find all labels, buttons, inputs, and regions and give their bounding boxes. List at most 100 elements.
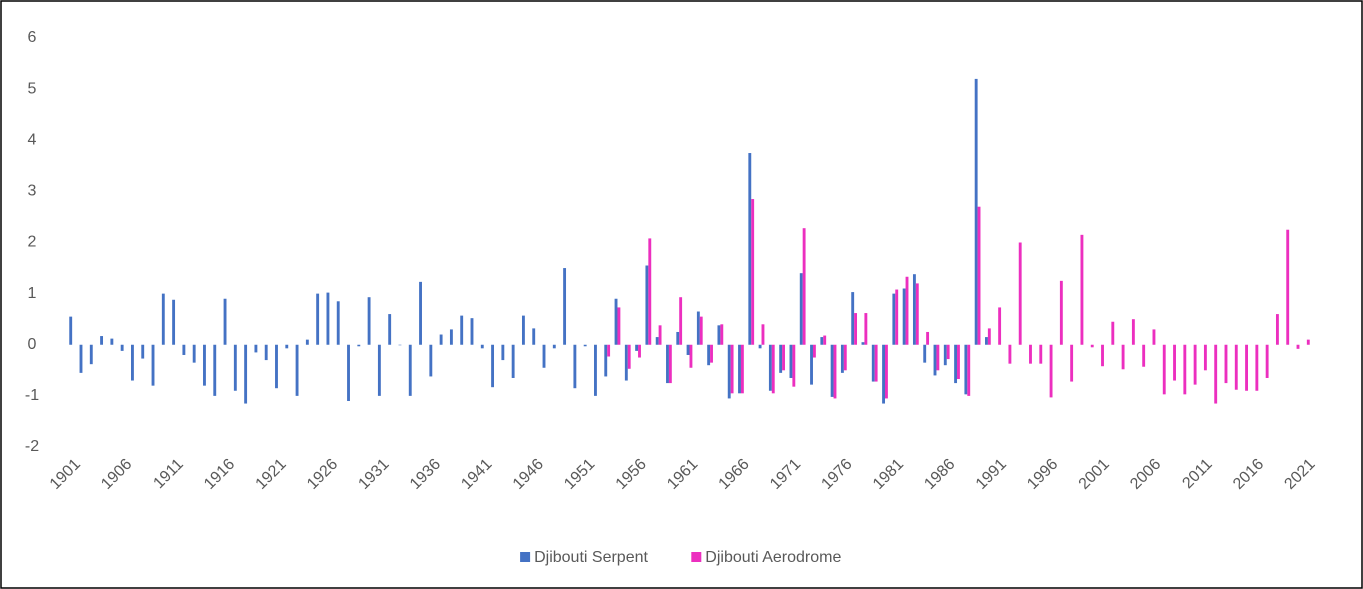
x-tick-label: 1991 — [973, 456, 1010, 493]
bar — [717, 325, 721, 345]
bar — [408, 344, 412, 396]
x-tick-label: 1926 — [304, 456, 341, 493]
bar — [275, 344, 278, 389]
bar — [460, 315, 464, 345]
bar — [470, 318, 474, 345]
bar — [789, 344, 793, 378]
bar — [233, 344, 237, 391]
bar — [707, 344, 711, 366]
y-tick-label: 1 — [28, 285, 37, 302]
bar — [679, 297, 683, 345]
bar — [1173, 344, 1176, 381]
x-tick-label: 1981 — [870, 456, 907, 493]
bar — [861, 342, 865, 345]
x-tick-label: 1956 — [613, 456, 650, 493]
bar — [377, 344, 381, 396]
bar — [967, 344, 971, 396]
y-tick-label: 6 — [28, 29, 37, 46]
bar — [305, 339, 309, 345]
bar — [738, 344, 741, 394]
bar — [1255, 344, 1259, 391]
bar — [820, 337, 824, 345]
bar — [771, 344, 775, 394]
bar — [668, 344, 672, 384]
bar — [449, 329, 453, 345]
bar — [213, 344, 217, 396]
bar — [347, 344, 350, 401]
bar — [730, 344, 734, 394]
bar — [833, 344, 837, 399]
y-tick-label: 2 — [28, 234, 37, 251]
bar — [1111, 321, 1115, 345]
bar — [614, 298, 618, 345]
bar — [254, 344, 258, 353]
x-tick-label: 1936 — [407, 456, 444, 493]
bar — [1286, 229, 1290, 345]
x-tick-label: 1911 — [150, 456, 186, 492]
bar — [689, 344, 693, 368]
bar — [110, 338, 114, 345]
y-tick-label: 0 — [28, 336, 37, 353]
bar — [1245, 344, 1249, 391]
bar — [480, 344, 484, 349]
bar — [655, 337, 659, 345]
bar — [1183, 344, 1187, 395]
x-tick-label: 1906 — [98, 456, 135, 493]
bar — [285, 344, 289, 349]
bar — [357, 344, 361, 347]
bar — [936, 344, 940, 371]
bar — [573, 344, 577, 389]
bar — [1121, 344, 1125, 370]
bar — [998, 307, 1002, 345]
x-tick-label: 2021 — [1281, 456, 1318, 493]
x-tick-label: 1966 — [716, 456, 753, 493]
x-tick-label: 1951 — [561, 456, 598, 493]
bar — [627, 344, 631, 369]
x-tick-label: 2001 — [1076, 456, 1113, 493]
bar — [120, 344, 124, 351]
bar — [439, 334, 443, 345]
y-tick-label: -2 — [25, 438, 39, 455]
bar — [1275, 314, 1279, 345]
bar — [851, 292, 855, 345]
bar — [987, 328, 991, 345]
bar — [130, 344, 134, 381]
bar — [751, 199, 755, 345]
bar — [161, 293, 165, 345]
y-tick-label: 4 — [28, 131, 37, 148]
x-tick-label: 1921 — [253, 456, 290, 493]
bar — [676, 331, 680, 345]
bar — [720, 324, 724, 345]
bar — [192, 344, 196, 363]
bar — [977, 206, 981, 345]
bar — [172, 299, 176, 345]
bar — [316, 293, 320, 345]
bar — [843, 344, 847, 371]
bar — [419, 281, 422, 345]
bar — [635, 344, 639, 351]
bar — [954, 344, 958, 384]
bar — [604, 344, 608, 377]
bar — [810, 344, 813, 385]
bar — [532, 328, 536, 345]
bar — [1142, 344, 1146, 367]
bar — [1049, 344, 1053, 398]
bar — [336, 301, 340, 345]
bar — [905, 276, 909, 345]
bar — [892, 293, 896, 345]
bar — [1296, 344, 1300, 349]
bar — [617, 307, 621, 345]
x-tick-label: 2006 — [1127, 456, 1164, 493]
bar — [1131, 319, 1135, 345]
bar — [696, 311, 700, 345]
bar — [658, 325, 662, 345]
bar — [1090, 344, 1094, 348]
bar — [840, 344, 844, 373]
bar — [933, 344, 937, 376]
bar — [864, 313, 868, 345]
bar — [1224, 344, 1228, 384]
bar — [1029, 344, 1032, 364]
bar — [1152, 329, 1156, 345]
bar — [1306, 339, 1310, 345]
x-tick-label: 1931 — [355, 456, 392, 493]
